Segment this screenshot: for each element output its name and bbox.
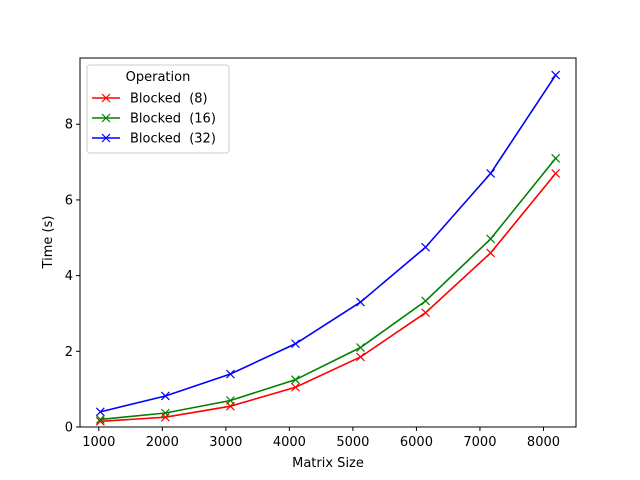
- y-tick-label: 4: [65, 269, 73, 284]
- x-tick-label: 5000: [336, 435, 369, 450]
- series-line: [100, 172, 557, 423]
- x-tick-label: 8000: [527, 435, 560, 450]
- y-tick-label: 0: [65, 421, 73, 436]
- series-line: [100, 74, 557, 413]
- data-point: [421, 242, 430, 252]
- legend: Operation Blocked (8)Blocked (16)Blocked…: [86, 64, 230, 154]
- plot-frame: [79, 57, 577, 428]
- x-tick-label: 2000: [146, 435, 179, 450]
- data-point: [160, 412, 170, 422]
- series-layer: [95, 70, 561, 426]
- data-point: [356, 343, 365, 352]
- legend-swatch-marker: [101, 133, 111, 143]
- legend-item: Blocked (32): [92, 132, 216, 147]
- x-tick-label: 1000: [82, 435, 115, 450]
- data-point: [551, 70, 561, 80]
- legend-label: Blocked (16): [130, 112, 216, 127]
- y-axis-ticks: 0 2 4 6 8: [65, 118, 80, 436]
- legend-swatch-marker: [101, 93, 111, 103]
- legend-box: [86, 64, 230, 154]
- y-tick-label: 6: [65, 193, 73, 208]
- data-point: [421, 308, 430, 318]
- data-point: [95, 415, 105, 424]
- y-tick-label: 2: [65, 345, 73, 360]
- legend-title: Operation: [126, 70, 191, 85]
- data-point: [486, 169, 496, 178]
- x-tick-label: 4000: [273, 435, 306, 450]
- data-point: [356, 352, 365, 362]
- x-tick-label: 6000: [400, 435, 433, 450]
- x-axis-label: Matrix Size: [292, 456, 364, 471]
- data-point: [226, 369, 235, 379]
- data-point: [291, 339, 300, 349]
- data-point: [226, 396, 235, 405]
- legend-item: Blocked (16): [92, 112, 216, 127]
- data-point: [95, 407, 105, 417]
- legend-items: Blocked (8) Blocked (16) Blocked (32): [92, 92, 216, 147]
- data-point: [486, 248, 496, 258]
- data-point: [551, 153, 561, 163]
- x-axis-ticks: 1000 2000 3000 4000 5000 6000 7000 8000: [82, 427, 560, 450]
- series-3: [95, 70, 561, 417]
- data-point: [421, 296, 430, 306]
- data-point: [486, 234, 496, 244]
- legend-label: Blocked (8): [130, 92, 208, 107]
- data-point: [551, 169, 561, 178]
- data-point: [291, 375, 300, 385]
- data-point: [160, 408, 170, 418]
- y-axis-label: Time (s): [41, 216, 56, 270]
- series-line: [100, 157, 557, 421]
- series-1: [95, 169, 561, 426]
- legend-swatch-marker: [101, 113, 111, 123]
- data-point: [356, 297, 365, 307]
- series-2: [95, 153, 561, 424]
- x-tick-label: 7000: [463, 435, 496, 450]
- x-tick-label: 3000: [209, 435, 242, 450]
- y-tick-label: 8: [65, 118, 73, 133]
- legend-label: Blocked (32): [130, 132, 216, 147]
- data-point: [291, 382, 300, 392]
- data-point: [160, 391, 170, 401]
- legend-item: Blocked (8): [92, 92, 208, 107]
